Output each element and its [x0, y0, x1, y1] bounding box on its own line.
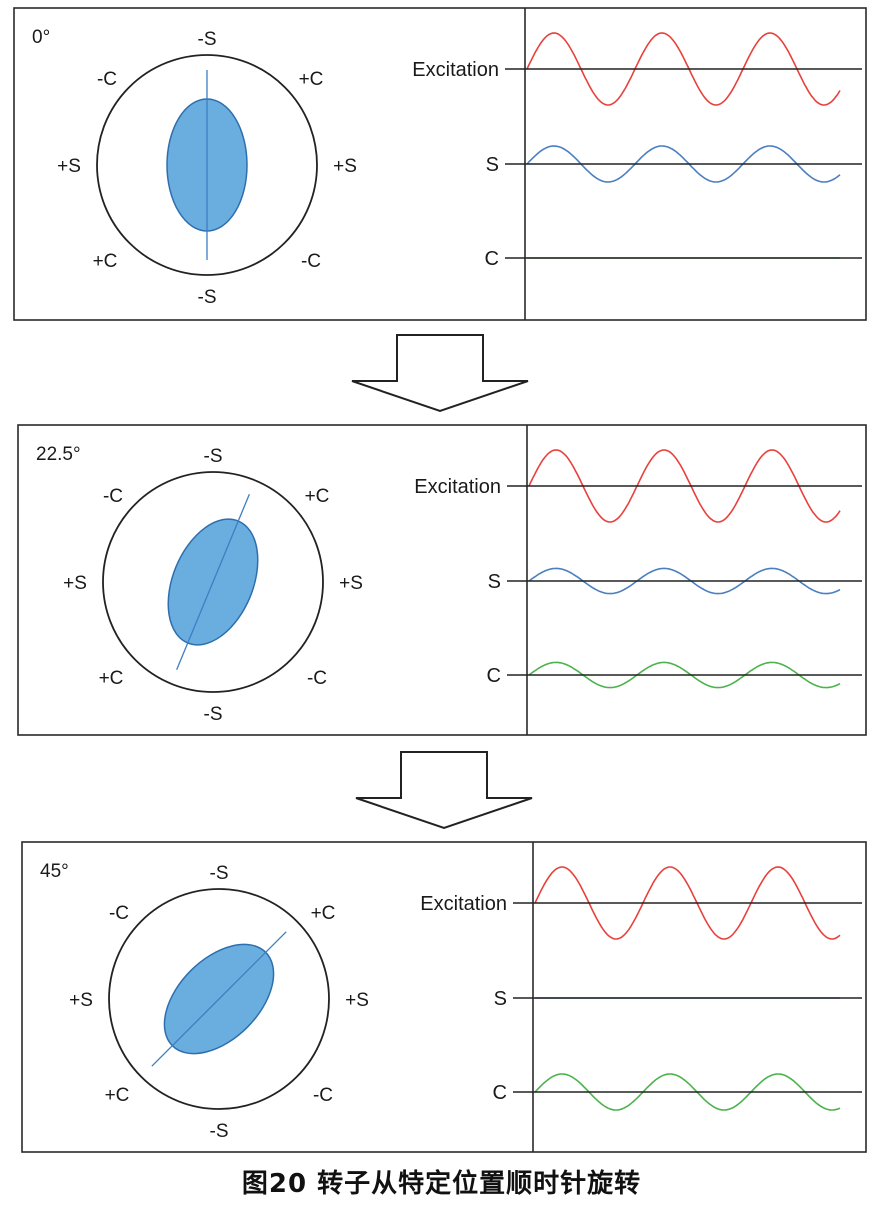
label-lower-right-c: -C [313, 1085, 333, 1106]
signal-excitation: Excitation [414, 449, 862, 523]
signal-label-c: C [485, 248, 499, 270]
signal-label-c: C [493, 1082, 507, 1104]
label-top-s: -S [210, 863, 229, 884]
label-top-s: -S [204, 446, 223, 467]
label-lower-right-c: -C [301, 251, 321, 272]
signal-s: S [488, 567, 862, 595]
waveform-s [528, 567, 841, 595]
label-bottom-s: -S [204, 704, 223, 725]
label-left-s: +S [63, 573, 87, 594]
signal-s: S [494, 988, 862, 1010]
rotor-group [167, 493, 259, 671]
signal-label-s: S [488, 571, 501, 593]
angle-label: 0° [32, 27, 50, 48]
label-upper-right-c: +C [305, 486, 330, 507]
signal-excitation: Excitation [420, 866, 862, 940]
down-arrow-2 [355, 751, 533, 830]
down-arrow-1 [351, 334, 529, 413]
panel-1: 0° -S -S +S +S -C +C +C -C Excitation S C [13, 7, 867, 321]
rotor-axis [176, 493, 250, 671]
signal-label-c: C [487, 665, 501, 687]
signal-label-s: S [486, 154, 499, 176]
panel-frame [13, 7, 867, 321]
label-upper-left-c: -C [97, 69, 117, 90]
waveform-excitation [528, 449, 841, 523]
signal-c: C [487, 661, 862, 689]
label-upper-right-c: +C [311, 903, 336, 924]
label-upper-left-c: -C [109, 903, 129, 924]
label-lower-left-c: +C [105, 1085, 130, 1106]
panel-frame [17, 424, 867, 736]
angle-label: 45° [40, 861, 69, 882]
signal-c: C [485, 248, 862, 270]
signal-c: C [493, 1073, 862, 1111]
label-right-s: +S [339, 573, 363, 594]
signal-label-excitation: Excitation [420, 893, 507, 915]
label-upper-right-c: +C [299, 69, 324, 90]
label-left-s: +S [69, 990, 93, 1011]
signal-label-excitation: Excitation [414, 476, 501, 498]
signal-label-s: S [494, 988, 507, 1010]
label-left-s: +S [57, 156, 81, 177]
label-top-s: -S [198, 29, 217, 50]
waveform-excitation [534, 866, 841, 940]
signal-label-excitation: Excitation [412, 59, 499, 81]
angle-label: 22.5° [36, 444, 81, 465]
label-lower-left-c: +C [99, 668, 124, 689]
waveform-c [534, 1073, 841, 1111]
signal-excitation: Excitation [412, 32, 862, 106]
panel-3: 45° -S -S +S +S -C +C +C -C Excitation S C [21, 841, 867, 1153]
panel-2: 22.5° -S -S +S +S -C +C +C -C Excitation S C [17, 424, 867, 736]
label-right-s: +S [333, 156, 357, 177]
rotor-axis [151, 931, 287, 1067]
signal-s: S [486, 145, 862, 183]
label-upper-left-c: -C [103, 486, 123, 507]
label-bottom-s: -S [210, 1121, 229, 1142]
figure-caption: 图20 转子从特定位置顺时针旋转 [241, 1169, 642, 1199]
rotor-group [151, 931, 287, 1067]
waveform-c [528, 661, 841, 689]
panel-frame [21, 841, 867, 1153]
label-bottom-s: -S [198, 287, 217, 308]
waveform-s [526, 145, 841, 183]
label-right-s: +S [345, 990, 369, 1011]
label-lower-left-c: +C [93, 251, 118, 272]
label-lower-right-c: -C [307, 668, 327, 689]
rotor-group [166, 70, 248, 260]
waveform-excitation [526, 32, 841, 106]
